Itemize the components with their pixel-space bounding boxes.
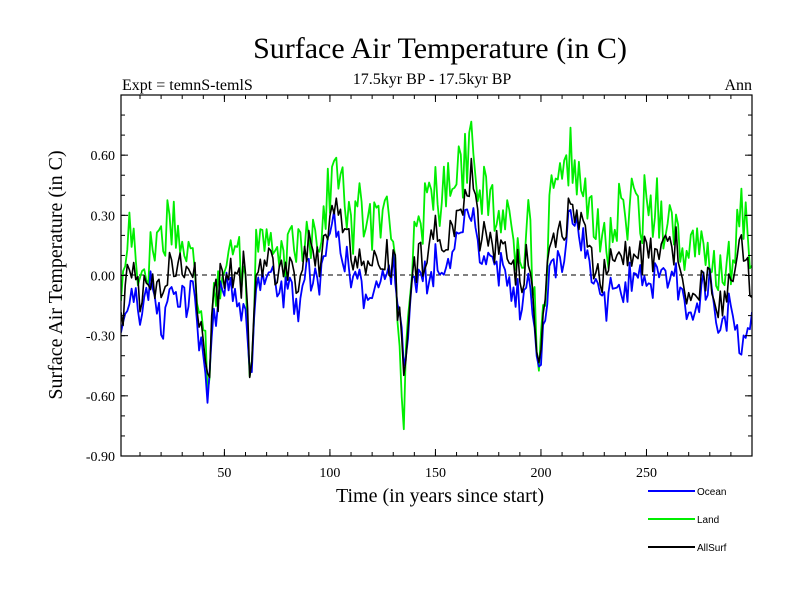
y-axis: -0.90 -0.60 -0.30 0.00 0.30 0.60 [86,94,752,465]
y-tick-label: -0.60 [86,390,115,405]
series-line-land [121,120,752,431]
chart-title: Surface Air Temperature (in C) [253,32,627,65]
period-label: 17.5kyr BP - 17.5kyr BP [353,71,512,88]
y-tick-label: 0.30 [91,209,116,224]
legend-label-allsurf: AllSurf [697,543,727,554]
y-tick-label: -0.30 [86,330,115,345]
season-label: Ann [724,77,752,94]
legend: Ocean Land AllSurf [648,487,727,554]
x-tick-label: 50 [217,466,231,481]
x-axis-label: Time (in years since start) [336,485,544,507]
legend-label-land: Land [697,515,719,526]
legend-label-ocean: Ocean [697,487,726,498]
series-line-allsurf [121,157,752,379]
y-tick-label: 0.00 [91,270,116,285]
x-tick-label: 100 [319,466,340,481]
plot-area [120,94,753,457]
x-tick-label: 250 [636,466,657,481]
y-tick-label: -0.90 [86,450,115,465]
y-axis-label: Surface Air Temperature (in C) [45,150,67,399]
x-axis: 50 100 150 200 250 [139,95,732,481]
series-layer [121,120,752,431]
x-tick-label: 200 [530,466,551,481]
x-tick-label: 150 [425,466,446,481]
y-tick-label: 0.60 [91,149,116,164]
experiment-label: Expt = temnS-temlS [122,77,253,94]
